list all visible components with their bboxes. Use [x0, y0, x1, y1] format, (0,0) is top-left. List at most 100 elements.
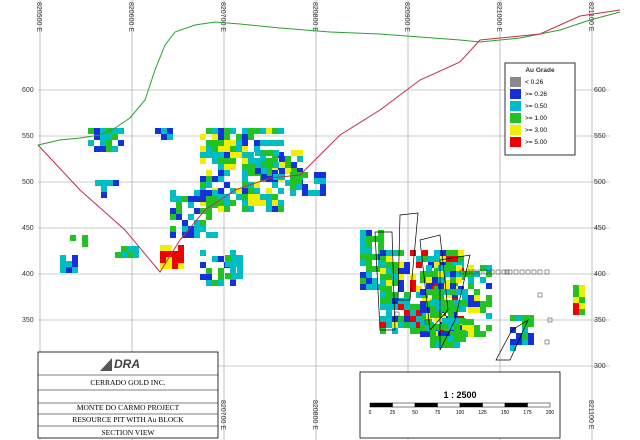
- outline-block: [477, 269, 483, 275]
- grade-block: [212, 158, 218, 164]
- grade-block: [291, 162, 297, 168]
- grade-block: [106, 140, 112, 146]
- grade-block: [218, 128, 224, 134]
- grade-block: [392, 268, 398, 274]
- grade-block: [95, 180, 101, 186]
- grade-block: [291, 168, 297, 174]
- grade-block: [398, 298, 404, 304]
- grade-block: [94, 146, 100, 152]
- grade-block: [360, 278, 366, 284]
- grade-block: [194, 226, 200, 232]
- grade-block: [206, 202, 212, 208]
- grade-block: [279, 168, 285, 174]
- top-label: 820700 E: [219, 2, 226, 32]
- grade-block: [206, 208, 212, 214]
- grade-block: [133, 246, 139, 252]
- grade-block: [225, 255, 231, 261]
- grade-block: [410, 286, 416, 292]
- grade-block: [486, 271, 492, 277]
- grade-block: [200, 220, 206, 226]
- grade-block: [442, 336, 448, 342]
- grade-block: [200, 208, 206, 214]
- grade-block: [380, 262, 386, 268]
- company: CERRADO GOLD INC.: [90, 378, 165, 387]
- grade-block: [218, 280, 224, 286]
- grade-block: [573, 309, 579, 315]
- scale-tick: 25: [390, 410, 396, 416]
- grade-block: [236, 140, 242, 146]
- grade-block: [510, 339, 516, 345]
- project: MONTE DO CARMO PROJECT: [77, 403, 180, 412]
- top-label: 821000 E: [495, 2, 502, 32]
- grade-block: [167, 134, 173, 140]
- grade-block: [155, 128, 161, 134]
- outline-block: [501, 269, 507, 275]
- title-block: DRA CERRADO GOLD INC. MONTE DO CARMO PRO…: [37, 351, 219, 439]
- grade-block: [267, 162, 273, 168]
- grade-block: [438, 277, 444, 283]
- grade-block: [380, 292, 386, 298]
- grade-block: [462, 271, 468, 277]
- grade-block: [255, 168, 261, 174]
- grade-block: [468, 319, 474, 325]
- grade-block: [100, 146, 106, 152]
- grade-block: [206, 194, 212, 200]
- grade-block: [468, 301, 474, 307]
- grade-block: [218, 158, 224, 164]
- grade-block: [266, 158, 272, 164]
- grade-blocks: [60, 128, 585, 361]
- grade-block: [248, 194, 254, 200]
- grade-block: [510, 315, 516, 321]
- grade-block: [230, 200, 236, 206]
- outline-block: [394, 311, 400, 317]
- scale-segment: [369, 402, 393, 408]
- grade-block: [200, 200, 206, 206]
- grade-block: [442, 306, 448, 312]
- grade-block: [314, 172, 320, 178]
- grade-block: [224, 164, 230, 170]
- grade-block: [60, 255, 66, 261]
- grade-block: [468, 283, 474, 289]
- grade-block: [416, 256, 422, 262]
- grade-block: [230, 158, 236, 164]
- grade-block: [260, 158, 266, 164]
- grade-block: [460, 336, 466, 342]
- scale-tick: 200: [546, 410, 555, 416]
- grade-block: [420, 277, 426, 283]
- grade-block: [224, 206, 230, 212]
- grade-block: [230, 128, 236, 134]
- grade-block: [452, 250, 458, 256]
- grade-block: [442, 324, 448, 330]
- grade-block: [66, 261, 72, 267]
- grade-block: [206, 268, 212, 274]
- grade-block: [218, 188, 224, 194]
- grade-block: [436, 312, 442, 318]
- grade-block: [112, 146, 118, 152]
- grade-block: [448, 318, 454, 324]
- grade-block: [480, 265, 486, 271]
- scale-tick: 100: [456, 410, 465, 416]
- grade-block: [218, 152, 224, 158]
- scale-segment: [504, 402, 528, 408]
- grade-block: [386, 322, 392, 328]
- grade-block: [212, 152, 218, 158]
- grade-block: [170, 208, 176, 214]
- grade-block: [392, 250, 398, 256]
- grade-block: [167, 128, 173, 134]
- grade-block: [166, 257, 172, 263]
- grade-block: [426, 265, 432, 271]
- grade-block: [398, 322, 404, 328]
- grade-block: [161, 128, 167, 134]
- left-label: 450: [22, 225, 34, 232]
- grade-block: [218, 200, 224, 206]
- scale-tick: 0: [369, 410, 372, 416]
- grade-block: [436, 342, 442, 348]
- grade-block: [279, 156, 285, 162]
- grade-block: [285, 168, 291, 174]
- grade-block: [170, 226, 176, 232]
- grade-block: [230, 140, 236, 146]
- right-label: 600: [594, 87, 606, 94]
- grade-block: [206, 182, 212, 188]
- grade-block: [386, 262, 392, 268]
- grade-block: [230, 146, 236, 152]
